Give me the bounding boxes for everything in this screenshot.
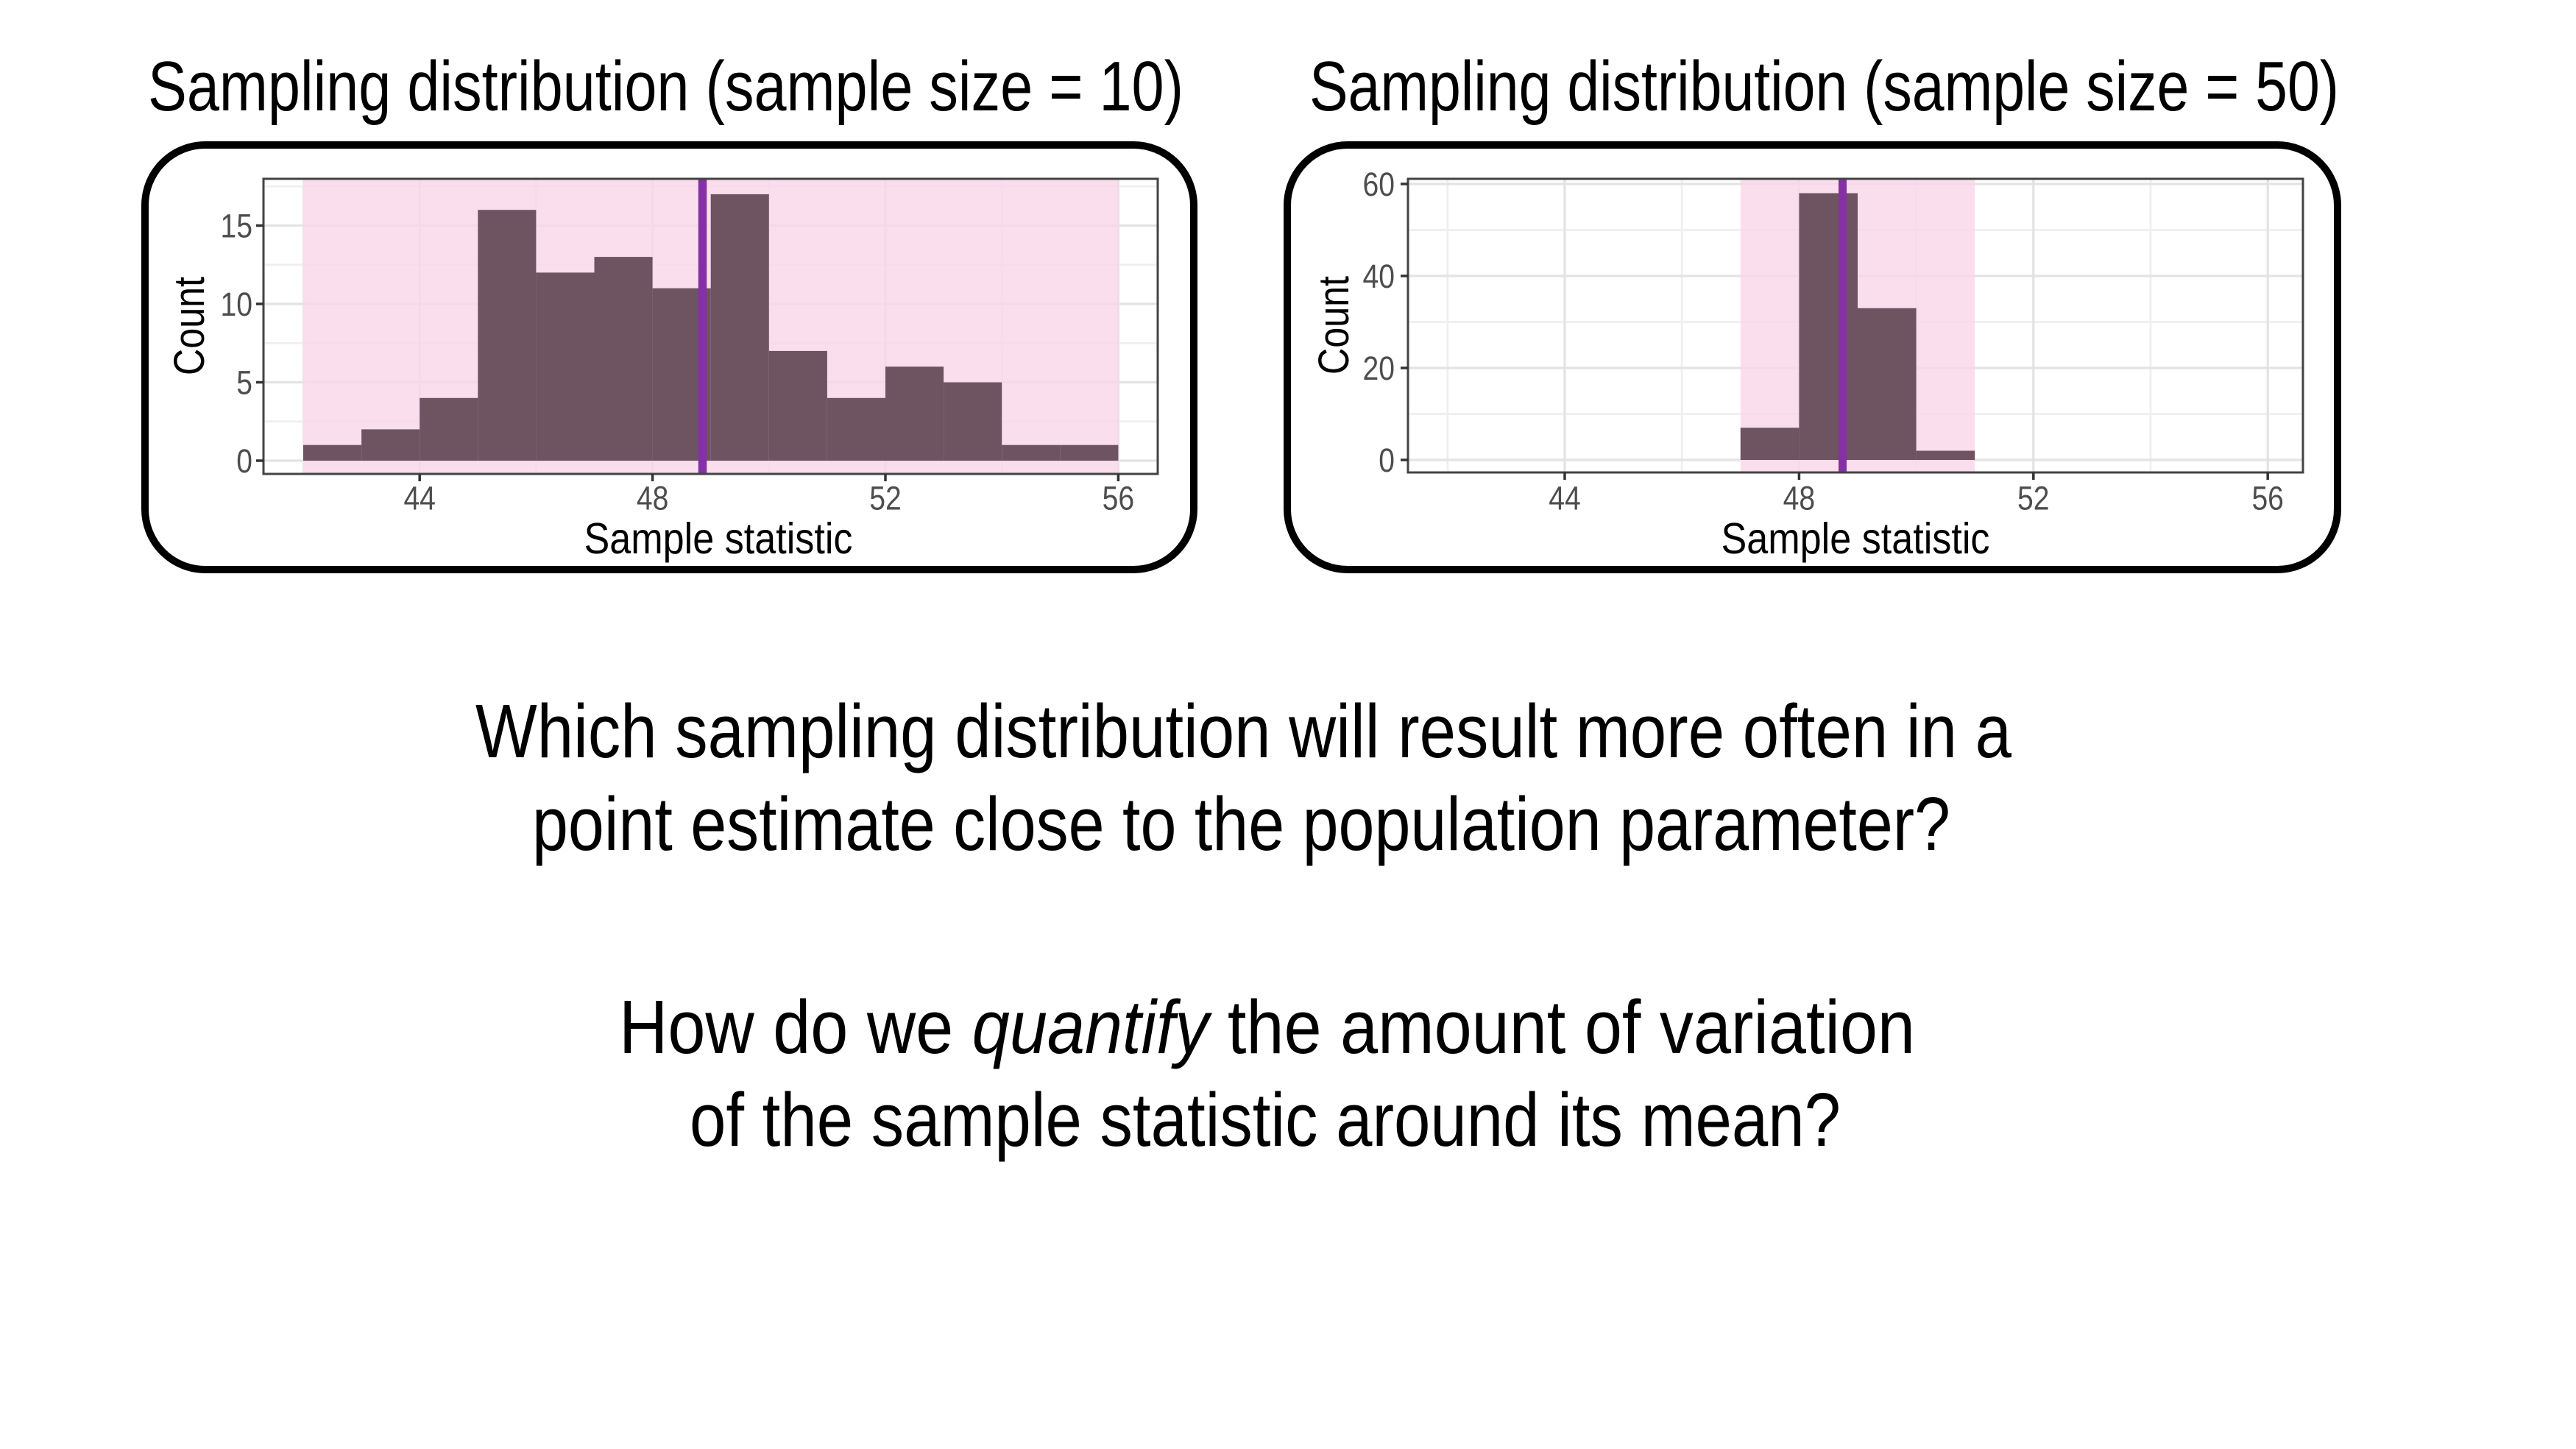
svg-text:Sample statistic: Sample statistic (584, 514, 853, 563)
svg-text:52: 52 (2017, 479, 2050, 517)
svg-text:point estimate close to the po: point estimate close to the population p… (532, 782, 1950, 866)
svg-text:56: 56 (2251, 479, 2284, 517)
svg-text:0: 0 (236, 442, 252, 480)
svg-text:20: 20 (1363, 350, 1395, 387)
svg-text:48: 48 (637, 479, 669, 517)
svg-text:of the sample statistic around: of the sample statistic around its mean? (690, 1077, 1841, 1162)
svg-text:Sample statistic: Sample statistic (1722, 514, 1990, 563)
svg-text:Which sampling distribution wi: Which sampling distribution will result … (475, 689, 2012, 773)
svg-text:44: 44 (403, 479, 436, 517)
svg-text:52: 52 (869, 479, 902, 517)
svg-text:48: 48 (1783, 479, 1816, 517)
svg-text:44: 44 (1549, 479, 1581, 517)
svg-text:40: 40 (1363, 258, 1395, 295)
svg-text:60: 60 (1363, 166, 1395, 203)
svg-text:56: 56 (1103, 479, 1135, 517)
svg-text:0: 0 (1379, 442, 1395, 479)
svg-text:15: 15 (221, 208, 253, 245)
svg-text:Sampling distribution (sample: Sampling distribution (sample size = 50) (1309, 47, 2339, 126)
svg-text:10: 10 (221, 286, 253, 323)
svg-text:Count: Count (1310, 276, 1358, 375)
svg-text:Sampling distribution (sample: Sampling distribution (sample size = 10) (148, 47, 1183, 126)
svg-text:Count: Count (166, 277, 213, 375)
svg-text:5: 5 (236, 364, 252, 402)
svg-text:How do we quantify the amount: How do we quantify the amount of variati… (619, 985, 1915, 1069)
